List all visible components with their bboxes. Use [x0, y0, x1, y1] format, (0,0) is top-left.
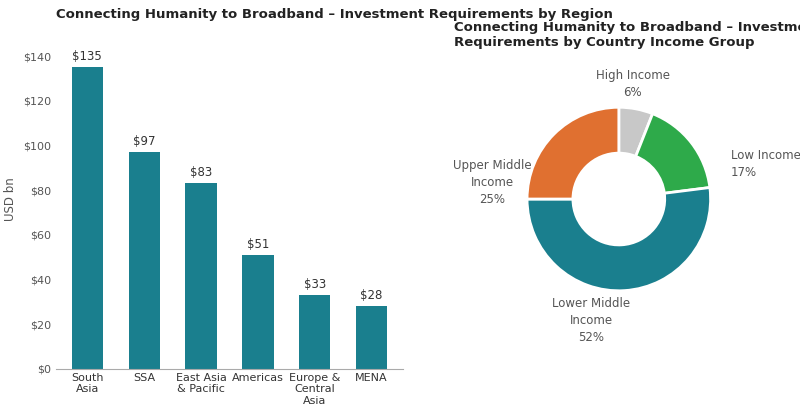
Text: $33: $33 [304, 278, 326, 291]
Wedge shape [527, 188, 710, 291]
Text: $28: $28 [361, 289, 382, 302]
Text: Connecting Humanity to Broadband – Investment
Requirements by Country Income Gro: Connecting Humanity to Broadband – Inves… [454, 21, 800, 49]
Bar [242, 255, 274, 369]
Text: $83: $83 [190, 166, 212, 179]
Text: $51: $51 [246, 238, 269, 251]
Wedge shape [527, 107, 619, 199]
Bar [72, 67, 103, 369]
Bar [356, 306, 387, 369]
Bar [129, 152, 160, 369]
Text: Low Income
17%: Low Income 17% [730, 149, 800, 179]
Text: Lower Middle
Income
52%: Lower Middle Income 52% [552, 297, 630, 344]
Text: High Income
6%: High Income 6% [595, 69, 670, 99]
Text: Connecting Humanity to Broadband – Investment Requirements by Region: Connecting Humanity to Broadband – Inves… [56, 8, 613, 21]
Text: Upper Middle
Income
25%: Upper Middle Income 25% [453, 159, 531, 206]
Y-axis label: USD bn: USD bn [5, 177, 18, 221]
Bar [299, 295, 330, 369]
Bar [186, 184, 217, 369]
Wedge shape [619, 107, 653, 156]
Text: $97: $97 [133, 135, 155, 148]
Wedge shape [636, 114, 710, 193]
Text: $135: $135 [72, 50, 102, 63]
